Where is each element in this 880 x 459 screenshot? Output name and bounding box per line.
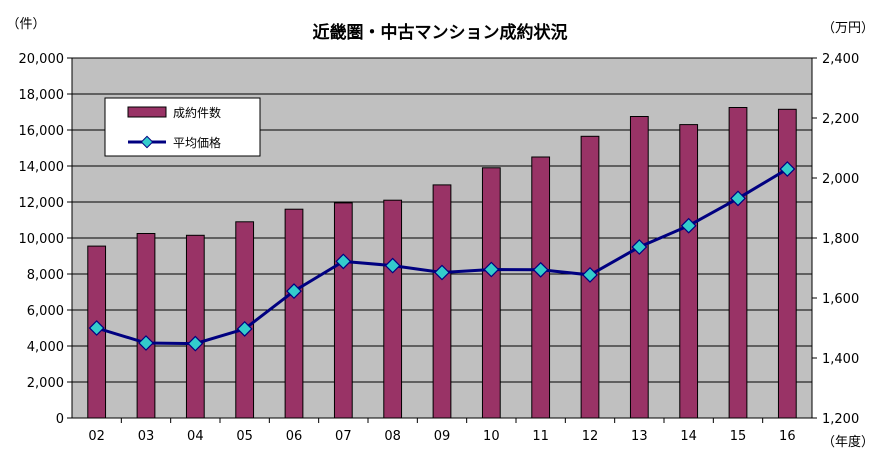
- legend-line-marker: [140, 135, 154, 149]
- x-tick-label: 05: [236, 429, 253, 444]
- left-tick-label: 0: [56, 412, 64, 427]
- x-tick-label: 15: [730, 429, 747, 444]
- price-point: [187, 335, 204, 352]
- x-axis-unit: （年度）: [822, 434, 874, 450]
- left-tick-label: 4,000: [27, 340, 64, 355]
- legend: 成約件数 平均価格: [104, 97, 261, 157]
- right-tick-label: 1,800: [822, 232, 859, 247]
- price-point: [286, 283, 302, 300]
- x-tick-label: 08: [384, 429, 401, 444]
- bar: [728, 107, 748, 419]
- price-point: [631, 239, 648, 255]
- right-tick-label: 2,200: [822, 112, 859, 127]
- x-tick-label: 07: [335, 429, 352, 444]
- right-tick-label: 1,600: [822, 292, 859, 307]
- x-tick-label: 12: [582, 429, 599, 444]
- bar: [136, 233, 156, 419]
- right-tick-label: 2,000: [822, 172, 859, 187]
- left-tick-label: 8,000: [27, 268, 64, 283]
- right-tick-label: 1,400: [822, 352, 859, 367]
- right-tick-label: 2,400: [822, 52, 859, 67]
- price-point: [483, 261, 500, 278]
- bar: [185, 234, 205, 419]
- price-point: [88, 320, 105, 336]
- bar: [531, 156, 551, 419]
- x-tick-label: 03: [138, 429, 155, 444]
- x-tick-label: 02: [88, 429, 105, 444]
- x-tick-label: 16: [779, 429, 796, 444]
- bar: [629, 116, 649, 419]
- bar: [383, 199, 403, 419]
- right-tick-label: 1,200: [822, 412, 859, 427]
- right-axis-unit: （万円）: [822, 21, 874, 36]
- left-tick-label: 18,000: [19, 88, 65, 103]
- left-axis-unit: （件）: [6, 17, 45, 32]
- left-tick-label: 20,000: [19, 52, 65, 67]
- left-tick-label: 6,000: [27, 304, 64, 319]
- price-point: [680, 217, 697, 234]
- left-tick-label: 12,000: [19, 196, 65, 211]
- x-tick-label: 14: [680, 429, 697, 444]
- price-point: [236, 320, 253, 337]
- price-point: [730, 190, 746, 207]
- bar: [777, 108, 797, 419]
- bar: [235, 221, 255, 419]
- legend-line-label: 平均価格: [173, 135, 221, 150]
- price-point: [434, 264, 450, 281]
- left-tick-label: 2,000: [27, 376, 64, 391]
- x-axis-ticks: 02 03 04 05 06 07 08 09 10 11 12 13 14 15 16: [88, 418, 796, 444]
- right-axis-ticks: 1,200 1,400 1,600 1,800 2,000 2,200 2,400: [812, 52, 859, 427]
- price-point: [582, 266, 598, 283]
- x-tick-label: 09: [434, 429, 451, 444]
- price-point: [779, 161, 796, 177]
- line-series: [88, 161, 796, 352]
- legend-bar-swatch: [127, 106, 167, 118]
- x-tick-label: 10: [483, 429, 500, 444]
- legend-bar-label: 成約件数: [173, 105, 221, 120]
- left-tick-label: 14,000: [19, 160, 65, 175]
- bar: [333, 202, 353, 419]
- price-point: [138, 335, 154, 351]
- x-tick-label: 06: [286, 429, 303, 444]
- x-tick-label: 04: [187, 429, 204, 444]
- chart-title: 近畿圏・中古マンション成約状況: [313, 22, 568, 43]
- price-point: [384, 257, 401, 274]
- x-tick-label: 11: [532, 429, 549, 444]
- bar: [284, 208, 304, 419]
- bar: [481, 167, 501, 419]
- price-point: [532, 261, 549, 278]
- left-tick-label: 16,000: [19, 124, 65, 139]
- bar: [432, 184, 452, 419]
- left-tick-label: 10,000: [19, 232, 65, 247]
- price-point: [335, 253, 352, 270]
- left-axis-ticks: 0 2,000 4,000 6,000 8,000 10,000 12,000 14,000 1…: [19, 52, 72, 427]
- bar: [679, 124, 699, 419]
- x-tick-label: 13: [631, 429, 648, 444]
